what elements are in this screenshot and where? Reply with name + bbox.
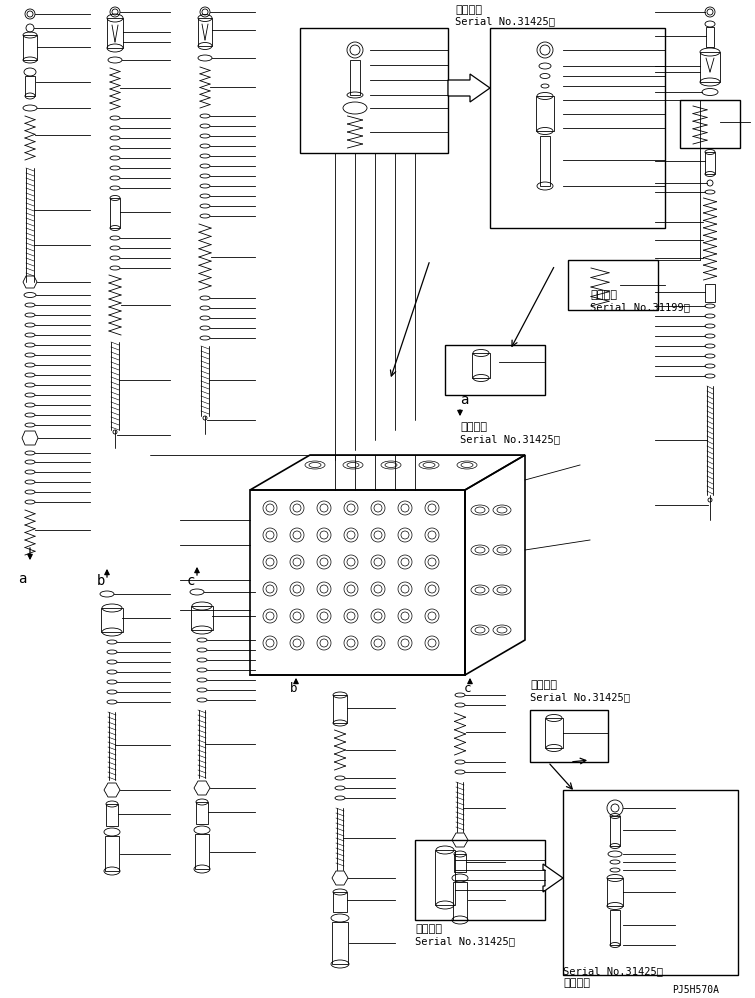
Text: Serial No.31425～: Serial No.31425～ bbox=[460, 434, 560, 444]
Text: Serial No.31425～: Serial No.31425～ bbox=[530, 692, 630, 702]
Bar bbox=[530, 710, 608, 762]
Bar bbox=[333, 892, 347, 912]
Bar bbox=[453, 882, 467, 920]
Bar bbox=[540, 136, 550, 186]
Bar bbox=[545, 718, 563, 748]
Text: Serial No.31425～: Serial No.31425～ bbox=[455, 16, 555, 26]
Bar bbox=[610, 816, 620, 846]
Bar bbox=[705, 284, 715, 302]
Bar bbox=[705, 152, 715, 174]
Bar bbox=[195, 834, 209, 869]
Text: Serial No.31425～: Serial No.31425～ bbox=[563, 966, 663, 976]
Text: Serial No.31199～: Serial No.31199～ bbox=[590, 302, 690, 312]
Bar bbox=[105, 836, 119, 871]
Bar bbox=[333, 695, 347, 723]
Text: 適用号機: 適用号機 bbox=[590, 290, 617, 300]
Text: Serial No.31425～: Serial No.31425～ bbox=[415, 936, 515, 946]
Bar bbox=[101, 608, 123, 632]
Bar bbox=[536, 96, 554, 131]
Bar bbox=[706, 27, 714, 47]
Bar bbox=[106, 804, 118, 826]
Text: a: a bbox=[460, 393, 468, 407]
Bar bbox=[250, 490, 465, 675]
Bar bbox=[191, 606, 213, 630]
Bar bbox=[300, 28, 448, 153]
Bar bbox=[445, 345, 545, 395]
Text: 適用号機: 適用号機 bbox=[415, 924, 442, 934]
Bar bbox=[415, 840, 545, 920]
Text: 適用号機: 適用号機 bbox=[460, 422, 487, 432]
Bar bbox=[610, 910, 620, 945]
Bar bbox=[110, 198, 120, 228]
Bar bbox=[332, 922, 348, 964]
Text: b: b bbox=[97, 574, 106, 588]
Bar bbox=[25, 76, 35, 96]
Bar bbox=[198, 18, 212, 46]
Polygon shape bbox=[543, 864, 563, 892]
Bar bbox=[472, 353, 490, 378]
Bar bbox=[607, 878, 623, 906]
Bar bbox=[568, 260, 658, 310]
Text: c: c bbox=[464, 682, 472, 695]
Polygon shape bbox=[448, 74, 490, 102]
Bar bbox=[680, 100, 740, 148]
Bar bbox=[196, 802, 208, 824]
Bar bbox=[563, 790, 738, 975]
Bar bbox=[490, 28, 665, 228]
Text: 適用号機: 適用号機 bbox=[455, 5, 482, 15]
Text: b: b bbox=[290, 682, 297, 695]
Bar bbox=[435, 850, 455, 905]
Bar bbox=[350, 60, 360, 95]
Text: c: c bbox=[187, 574, 196, 588]
Bar bbox=[23, 35, 37, 60]
Text: 適用号機: 適用号機 bbox=[530, 680, 557, 690]
Bar bbox=[107, 18, 123, 48]
Text: PJ5H570A: PJ5H570A bbox=[672, 985, 719, 995]
Bar bbox=[700, 52, 720, 82]
Bar bbox=[454, 854, 466, 872]
Text: a: a bbox=[18, 572, 26, 586]
Text: 適用号機: 適用号機 bbox=[563, 978, 590, 988]
